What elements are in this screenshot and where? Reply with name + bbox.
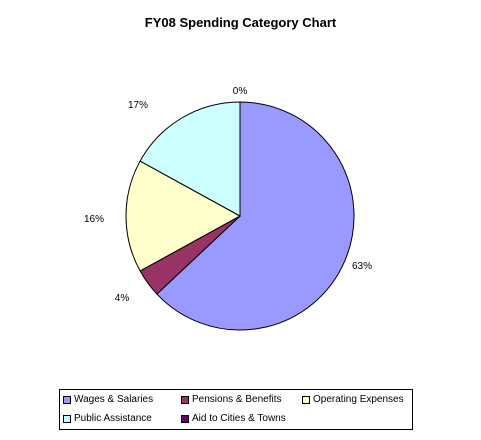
pie-slice-wages-salaries [156, 101, 355, 331]
legend-swatch [181, 414, 189, 423]
pie-slice-public-assistance [139, 101, 241, 217]
data-label-pensions-benefits: 4% [115, 293, 130, 304]
legend-item-operating-expenses: Operating Expenses [302, 394, 404, 405]
legend-label: Pensions & Benefits [192, 394, 282, 405]
legend-swatch [181, 395, 189, 404]
legend-item-pensions-benefits: Pensions & Benefits [181, 394, 282, 405]
legend-label: Wages & Salaries [74, 394, 154, 405]
data-label-aid-cities-towns: 0% [233, 86, 248, 97]
legend-swatch [63, 414, 71, 423]
legend-label: Public Assistance [74, 413, 152, 424]
data-label-wages-salaries: 63% [352, 261, 372, 272]
legend-item-wages-salaries: Wages & Salaries [63, 394, 153, 405]
pie-chart: 63% 4% 16% 17% 0% [84, 86, 372, 331]
pie-slice-operating-expenses [125, 160, 242, 272]
legend: Wages & Salaries Pensions & Benefits Ope… [59, 389, 413, 430]
legend-swatch [63, 395, 71, 404]
data-label-public-assistance: 17% [128, 100, 148, 111]
chart-title: FY08 Spending Category Chart [144, 15, 337, 30]
legend-label: Operating Expenses [313, 394, 404, 405]
data-label-operating-expenses: 16% [84, 214, 104, 225]
legend-swatch [302, 395, 310, 404]
legend-label: Aid to Cities & Towns [192, 413, 286, 424]
legend-item-aid-cities-towns: Aid to Cities & Towns [181, 413, 286, 424]
legend-item-public-assistance: Public Assistance [63, 413, 152, 424]
